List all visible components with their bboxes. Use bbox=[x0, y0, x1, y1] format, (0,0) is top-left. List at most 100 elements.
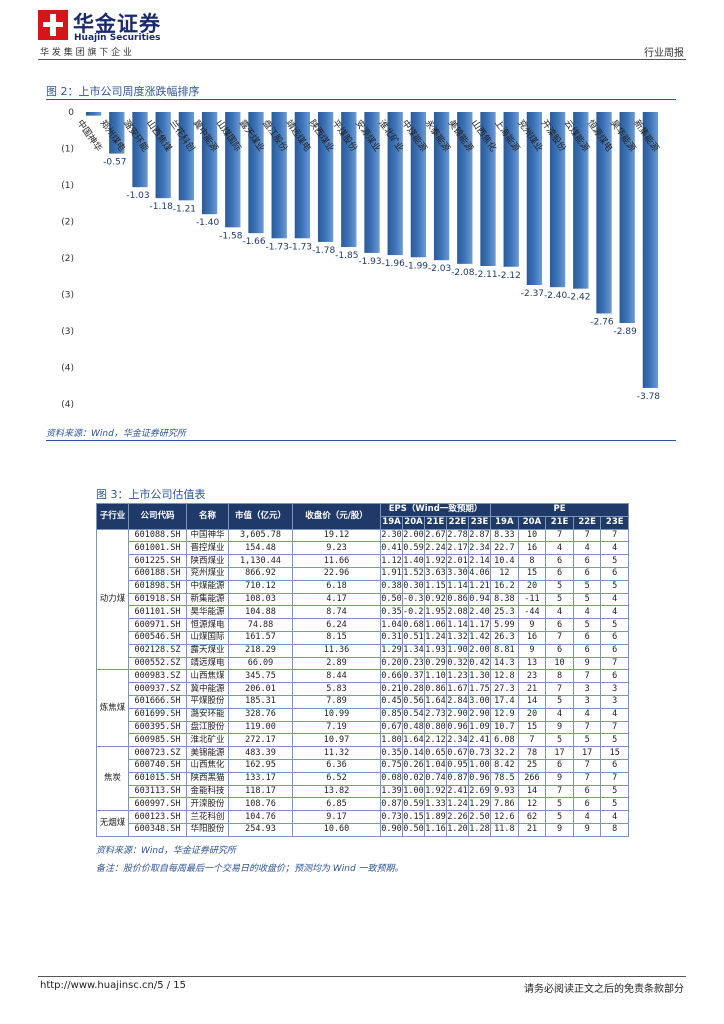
table-cell: 0.65 bbox=[424, 746, 447, 760]
table-cell: 7 bbox=[600, 656, 630, 671]
figure-caption: 图 2：上市公司周度涨跌幅排序 bbox=[46, 85, 200, 98]
table-row: 000552.SZ 靖远煤电 66.09 2.89 0.20 0.23 0.29 0.32 0.… bbox=[97, 656, 630, 671]
value-label: -2.40 bbox=[544, 291, 568, 301]
column-header: 公司代码 bbox=[128, 503, 187, 530]
bar bbox=[294, 112, 311, 239]
table-cell: 0.37 bbox=[402, 669, 425, 684]
table-cell: 9.17 bbox=[292, 810, 381, 824]
column-header: 名称 bbox=[186, 503, 229, 530]
table-cell: 5 bbox=[545, 592, 574, 607]
table-cell: 12.9 bbox=[490, 707, 519, 722]
table-cell: 0.68 bbox=[402, 618, 425, 632]
table-cell: 5.83 bbox=[292, 682, 381, 696]
valuation-table: 子行业 公司代码 名称 市值（亿元） 收盘价（元/股） EPS（Wind一致预期） PE 19… bbox=[96, 503, 630, 837]
table-cell: 66.09 bbox=[228, 656, 293, 671]
table-cell: 9 bbox=[517, 618, 547, 632]
table-cell: 0.35 bbox=[380, 746, 403, 760]
table-cell: -11 bbox=[517, 592, 547, 607]
table-cell: 0.66 bbox=[380, 669, 403, 684]
table-cell: 1.23 bbox=[446, 669, 469, 684]
table-row: 601918.SH新集能源108.034.170.50-0.370.920.86… bbox=[97, 592, 630, 607]
table-cell: 2.84 bbox=[446, 694, 469, 709]
table-cell: 潞安环能 bbox=[186, 707, 229, 722]
table-cell: 601699.SH bbox=[128, 707, 187, 722]
table-cell: 2.78 bbox=[446, 528, 469, 543]
table-cell: 4 bbox=[572, 605, 602, 620]
table-cell: 1.89 bbox=[424, 810, 447, 824]
table-cell: 000983.SZ bbox=[128, 669, 187, 684]
table-cell: 5 bbox=[545, 810, 574, 824]
table-cell: 兰花科创 bbox=[186, 810, 229, 824]
table-cell: 4 bbox=[600, 541, 630, 556]
table-cell: 21 bbox=[517, 822, 547, 837]
table-cell: 中国神华 bbox=[186, 528, 229, 543]
y-tick-label: (4) bbox=[61, 400, 74, 410]
y-tick-label: (2) bbox=[61, 254, 74, 264]
table-cell: 600395.SH bbox=[128, 720, 187, 735]
bar bbox=[341, 112, 357, 248]
value-label: -0.57 bbox=[103, 158, 126, 168]
table-cell: 8 bbox=[517, 554, 547, 568]
table-cell: 8.74 bbox=[292, 605, 381, 620]
table-row: 600188.SH 兖州煤业 866.92 22.96 1.91 1.52 3.63 3.30… bbox=[97, 566, 630, 581]
report-type: 行业周报 bbox=[644, 48, 684, 59]
table-cell: 4 bbox=[545, 541, 574, 556]
table-cell: 11.66 bbox=[292, 554, 381, 568]
footer-url: http://www.huajinsc.cn/5 / 15 bbox=[40, 980, 187, 991]
table-cell: 新集能源 bbox=[186, 592, 229, 607]
table-cell: 601225.SH bbox=[128, 554, 187, 568]
table-cell: 10 bbox=[545, 656, 574, 671]
table-cell: 11.36 bbox=[292, 643, 381, 658]
table-cell: 600348.SH bbox=[128, 822, 187, 837]
value-label: -1.99 bbox=[405, 261, 429, 271]
table-row: 动力煤 601088.SH 中国神华 3,605.78 19.12 2.30 2.00 2.6… bbox=[96, 528, 630, 671]
table-cell: 5 bbox=[572, 579, 602, 594]
table-cell: 3.30 bbox=[446, 566, 469, 581]
table-cell: 272.17 bbox=[228, 733, 293, 748]
table-cell: 2.41 bbox=[467, 733, 492, 748]
bar bbox=[433, 112, 450, 261]
bar bbox=[642, 112, 659, 388]
table-cell: 1.67 bbox=[446, 682, 469, 696]
table-cell: 山西焦化 bbox=[186, 758, 229, 773]
table-cell: 0.31 bbox=[380, 630, 403, 645]
value-label: -1.93 bbox=[358, 257, 381, 267]
table-cell: 2.50 bbox=[467, 810, 492, 824]
table-cell: 1.00 bbox=[467, 758, 492, 773]
value-label: -3.78 bbox=[637, 392, 661, 402]
table-cell: 0.74 bbox=[424, 771, 447, 786]
table-cell: 5 bbox=[572, 733, 602, 748]
table-cell: 483.39 bbox=[228, 746, 293, 760]
table-cell: 6 bbox=[600, 669, 630, 684]
table-cell: 1.92 bbox=[424, 554, 447, 568]
table-cell: 12.8 bbox=[490, 669, 519, 684]
table-cell: 0.73 bbox=[467, 746, 492, 760]
table-cell: 0.26 bbox=[402, 758, 425, 773]
value-label: -1.03 bbox=[126, 191, 149, 201]
table-row: 600740.SH 山西焦化 162.95 6.36 0.75 0.26 1.04 0.95 1… bbox=[97, 758, 630, 773]
bar bbox=[549, 112, 566, 288]
table-cell: 7 bbox=[572, 669, 602, 684]
table-cell: 6.24 bbox=[292, 618, 381, 632]
table-cell: 266 bbox=[517, 771, 547, 786]
bar bbox=[410, 112, 427, 258]
table-cell: 4 bbox=[572, 541, 602, 556]
table-cell: 7 bbox=[572, 720, 602, 735]
table-row: 000937.SZ 冀中能源 206.01 5.83 0.21 0.28 0.86 1.67 1… bbox=[97, 682, 630, 696]
table-cell: 1.00 bbox=[402, 784, 425, 799]
table-cell: 9 bbox=[545, 720, 574, 735]
table-cell: 中煤能源 bbox=[186, 579, 229, 594]
table-cell: 2.90 bbox=[446, 707, 469, 722]
table-cell: 0.73 bbox=[380, 810, 403, 824]
value-label: -1.73 bbox=[266, 242, 289, 252]
table-row: 601666.SH 平煤股份 185.31 7.89 0.45 0.56 1.64 2.84 3… bbox=[97, 694, 630, 709]
table-cell: 14 bbox=[517, 694, 547, 709]
table-cell: 11.32 bbox=[292, 746, 381, 760]
table-cell: 162.95 bbox=[228, 758, 293, 773]
table-cell: 6.08 bbox=[490, 733, 519, 748]
column-header: 23E bbox=[467, 515, 492, 530]
table-row: 子行业 公司代码 名称 市值（亿元） 收盘价（元/股） EPS（Wind一致预期） PE bbox=[96, 503, 630, 530]
table-cell: 0.96 bbox=[467, 771, 492, 786]
table-cell: 2.87 bbox=[467, 528, 492, 543]
